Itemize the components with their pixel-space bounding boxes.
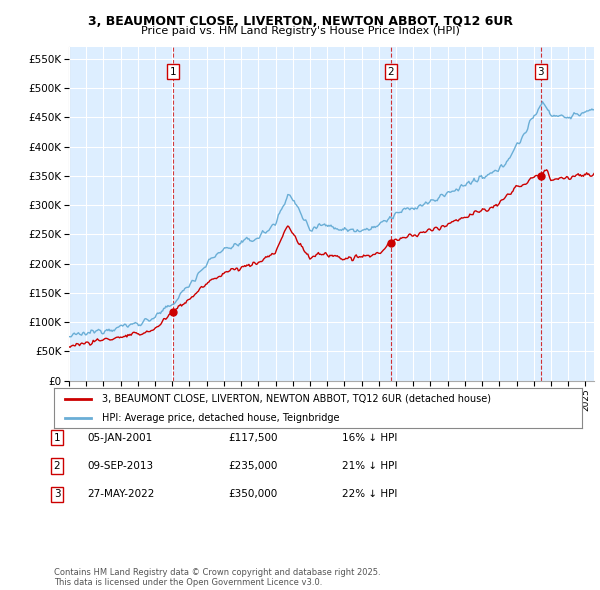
- Text: 2: 2: [53, 461, 61, 471]
- Text: 2: 2: [388, 67, 394, 77]
- Text: 3, BEAUMONT CLOSE, LIVERTON, NEWTON ABBOT, TQ12 6UR (detached house): 3, BEAUMONT CLOSE, LIVERTON, NEWTON ABBO…: [101, 394, 491, 404]
- Text: 1: 1: [53, 433, 61, 442]
- Text: 27-MAY-2022: 27-MAY-2022: [87, 490, 154, 499]
- Text: £350,000: £350,000: [228, 490, 277, 499]
- Text: £117,500: £117,500: [228, 433, 277, 442]
- Text: Contains HM Land Registry data © Crown copyright and database right 2025.
This d: Contains HM Land Registry data © Crown c…: [54, 568, 380, 587]
- Text: 05-JAN-2001: 05-JAN-2001: [87, 433, 152, 442]
- Text: 22% ↓ HPI: 22% ↓ HPI: [342, 490, 397, 499]
- Text: 1: 1: [170, 67, 176, 77]
- Text: 3: 3: [538, 67, 544, 77]
- Text: 09-SEP-2013: 09-SEP-2013: [87, 461, 153, 471]
- Text: 21% ↓ HPI: 21% ↓ HPI: [342, 461, 397, 471]
- Text: £235,000: £235,000: [228, 461, 277, 471]
- Text: HPI: Average price, detached house, Teignbridge: HPI: Average price, detached house, Teig…: [101, 413, 339, 422]
- Text: Price paid vs. HM Land Registry's House Price Index (HPI): Price paid vs. HM Land Registry's House …: [140, 26, 460, 36]
- Text: 3: 3: [53, 490, 61, 499]
- Text: 3, BEAUMONT CLOSE, LIVERTON, NEWTON ABBOT, TQ12 6UR: 3, BEAUMONT CLOSE, LIVERTON, NEWTON ABBO…: [88, 15, 512, 28]
- Text: 16% ↓ HPI: 16% ↓ HPI: [342, 433, 397, 442]
